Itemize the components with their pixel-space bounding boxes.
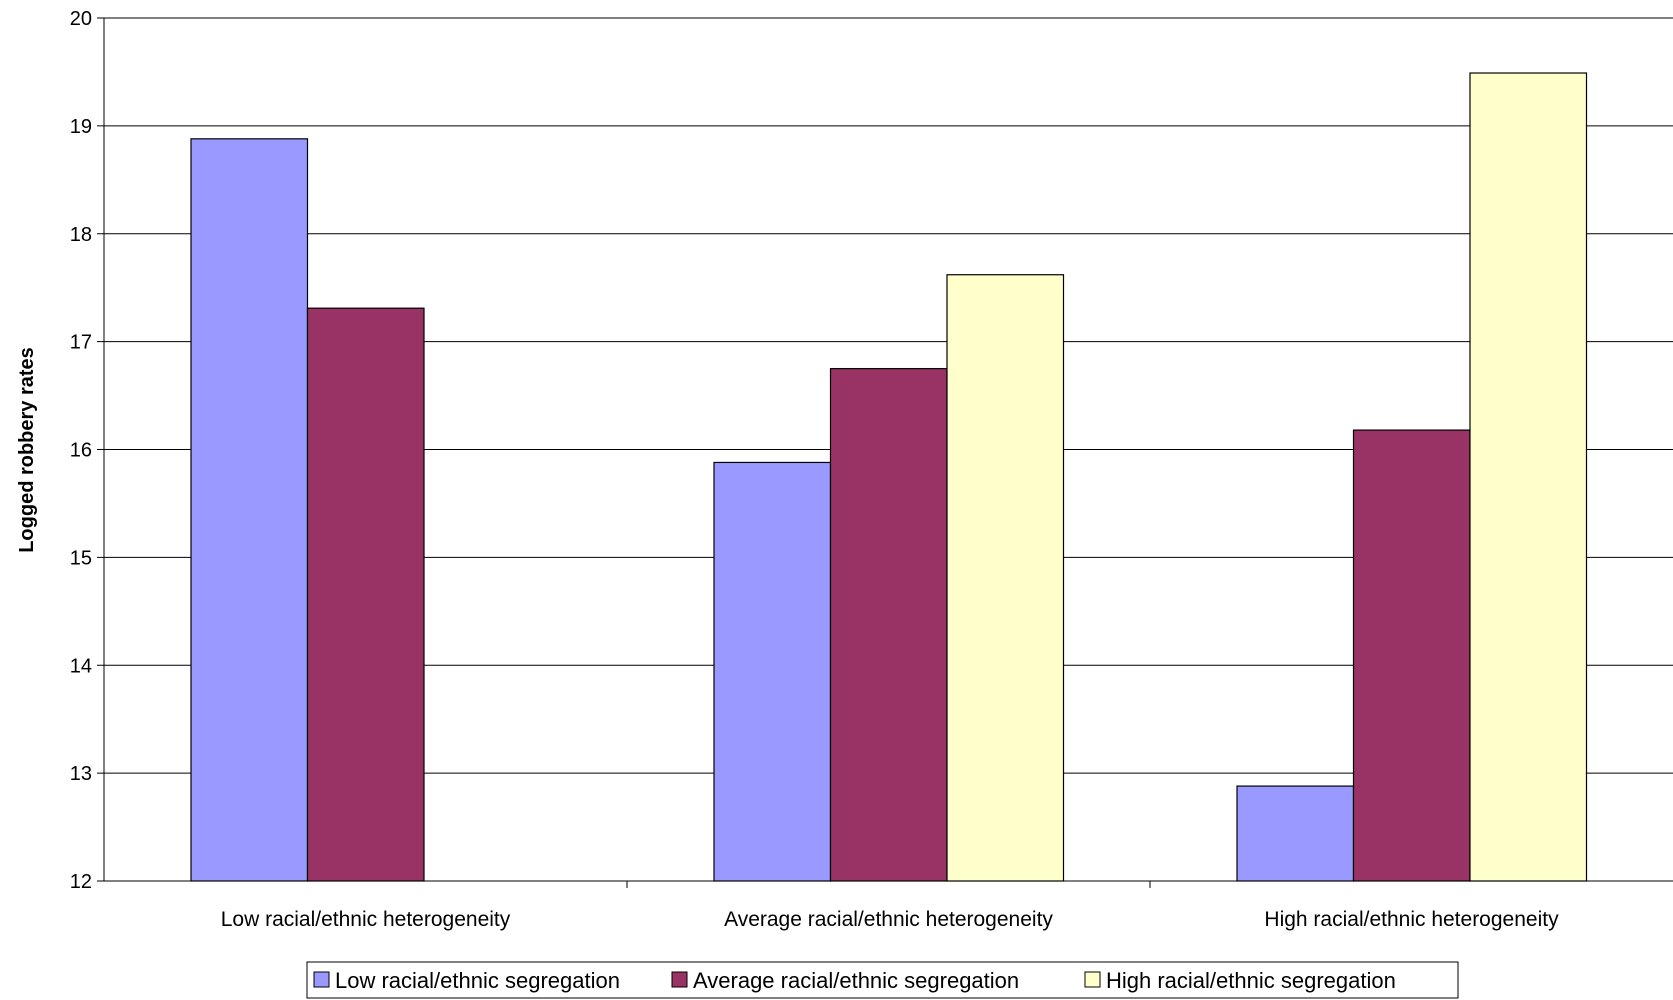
legend: Low racial/ethnic segregation Average rac… bbox=[306, 961, 1459, 999]
legend-label: High racial/ethnic segregation bbox=[1106, 968, 1396, 993]
legend-box bbox=[306, 961, 1459, 999]
x-category-label: Average racial/ethnic heterogeneity bbox=[724, 908, 1053, 931]
bars bbox=[190, 72, 1588, 882]
y-axis-title: Logged robbery rates bbox=[16, 347, 38, 553]
bar-3-3 bbox=[1469, 72, 1588, 882]
y-tick-label: 18 bbox=[70, 224, 92, 246]
legend-swatch bbox=[671, 971, 688, 988]
x-category-label: High racial/ethnic heterogeneity bbox=[1264, 908, 1559, 931]
legend-label: Average racial/ethnic segregation bbox=[693, 968, 1019, 993]
y-tick-label: 16 bbox=[70, 440, 92, 462]
bar-2-3 bbox=[1352, 429, 1471, 882]
bar-3-2 bbox=[946, 274, 1065, 882]
bar-1-1 bbox=[190, 138, 309, 882]
legend-swatch bbox=[1084, 971, 1101, 988]
y-tick-label: 20 bbox=[70, 8, 92, 30]
y-tick-label: 17 bbox=[70, 332, 92, 354]
y-tick-label: 13 bbox=[70, 763, 92, 785]
bar-1-3 bbox=[1236, 785, 1355, 882]
legend-swatch bbox=[313, 971, 330, 988]
legend-label: Low racial/ethnic segregation bbox=[335, 968, 620, 993]
bar-2-1 bbox=[306, 307, 425, 882]
y-tick-label: 12 bbox=[70, 871, 92, 893]
y-tick-label: 19 bbox=[70, 116, 92, 138]
bar-1-2 bbox=[713, 461, 832, 882]
x-category-label: Low racial/ethnic heterogeneity bbox=[221, 908, 511, 931]
y-tick-label: 15 bbox=[70, 547, 92, 569]
y-tick-label: 14 bbox=[70, 655, 92, 677]
bar-2-2 bbox=[829, 367, 948, 882]
axes: 12 13 14 15 16 17 18 19 20 Low racial/ethnic hete… bbox=[70, 8, 1673, 931]
